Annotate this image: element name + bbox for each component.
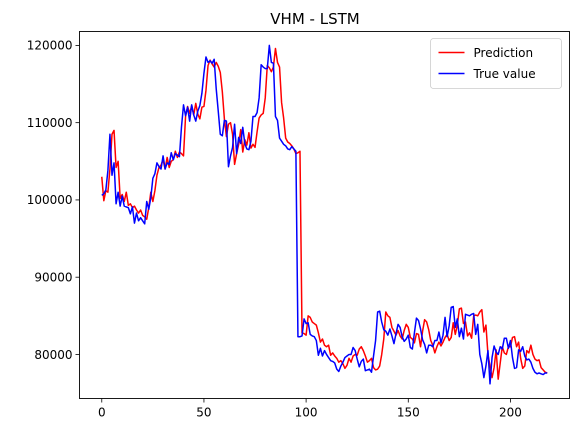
y-tick-label-2: 100000 [27,193,73,207]
series-layer [101,44,548,385]
y-tick-label-1: 90000 [34,270,72,284]
legend-box [430,38,562,89]
series-line-1 [101,44,548,385]
legend: Prediction True value [430,38,562,89]
chart-title: VHM - LSTM [270,10,359,28]
y-tick-label-3: 110000 [27,116,73,130]
plot-frame [79,31,570,399]
legend-label-1: True value [473,67,536,81]
x-tick-label-4: 200 [499,406,522,420]
x-tick-label-3: 150 [397,406,420,420]
x-tick-label-1: 50 [196,406,211,420]
x-tick-label-0: 0 [98,406,106,420]
axis-layer: 0 50 100 150 200 80000 90000 100000 110000 120000 [27,39,522,420]
y-tick-label-0: 80000 [34,348,72,362]
y-tick-label-4: 120000 [27,39,73,53]
x-tick-label-2: 100 [295,406,318,420]
legend-label-0: Prediction [474,46,534,60]
series-line-0 [101,47,548,380]
